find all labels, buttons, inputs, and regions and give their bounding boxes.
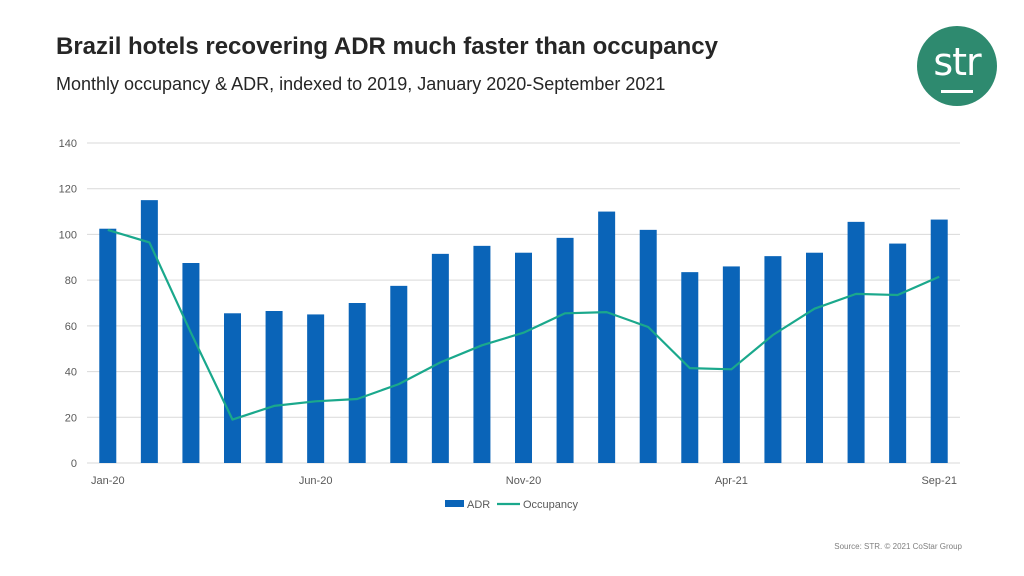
y-tick-label: 20 [65,412,77,424]
adr-bar [182,263,200,463]
adr-bar [556,237,574,463]
y-tick-label: 0 [71,458,77,470]
chart-title: Brazil hotels recovering ADR much faster… [56,33,718,60]
adr-bar [307,314,325,463]
str-logo: str [917,26,997,106]
adr-bars [99,200,948,463]
adr-bar [348,303,366,463]
legend-adr-swatch [445,500,464,507]
adr-bar [431,253,449,463]
x-tick-label: Apr-21 [715,475,748,487]
adr-bar [265,311,283,463]
adr-bar [764,256,782,463]
logo-text: str [933,40,981,84]
adr-bar [847,221,865,463]
adr-bar [515,252,532,463]
y-tick-label: 120 [59,184,77,196]
y-axis-labels: 0 20 40 60 80 100 120 140 [59,138,77,470]
adr-bar [140,200,158,463]
y-tick-label: 100 [59,229,77,241]
adr-bar [473,245,491,463]
y-tick-label: 140 [59,138,77,150]
x-tick-label: Nov-20 [506,475,541,487]
occupancy-line-group [107,228,940,421]
adr-bar [639,229,657,463]
x-tick-label: Jan-20 [91,475,125,487]
adr-bar [598,211,616,463]
legend-adr-label: ADR [467,499,490,511]
chart-legend: ADR Occupancy [445,499,579,511]
y-tick-label: 80 [65,275,77,287]
source-note: Source: STR. © 2021 CoStar Group [834,542,962,551]
y-tick-label: 60 [65,321,77,333]
x-axis-labels: Jan-20 Jun-20 Nov-20 Apr-21 Sep-21 [91,475,957,487]
occupancy-line [107,228,940,421]
adr-bar [722,266,740,463]
x-tick-label: Sep-21 [921,475,956,487]
adr-bar [390,285,408,463]
adr-bar [224,313,241,463]
adr-bar [99,228,117,463]
chart-subtitle: Monthly occupancy & ADR, indexed to 2019… [56,74,666,94]
adr-bar [930,219,948,463]
adr-bar [806,252,823,463]
logo-underline [941,90,973,93]
x-tick-label: Jun-20 [299,475,333,487]
legend-occupancy-label: Occupancy [523,499,579,511]
y-tick-label: 40 [65,367,77,379]
adr-bar [889,243,907,463]
